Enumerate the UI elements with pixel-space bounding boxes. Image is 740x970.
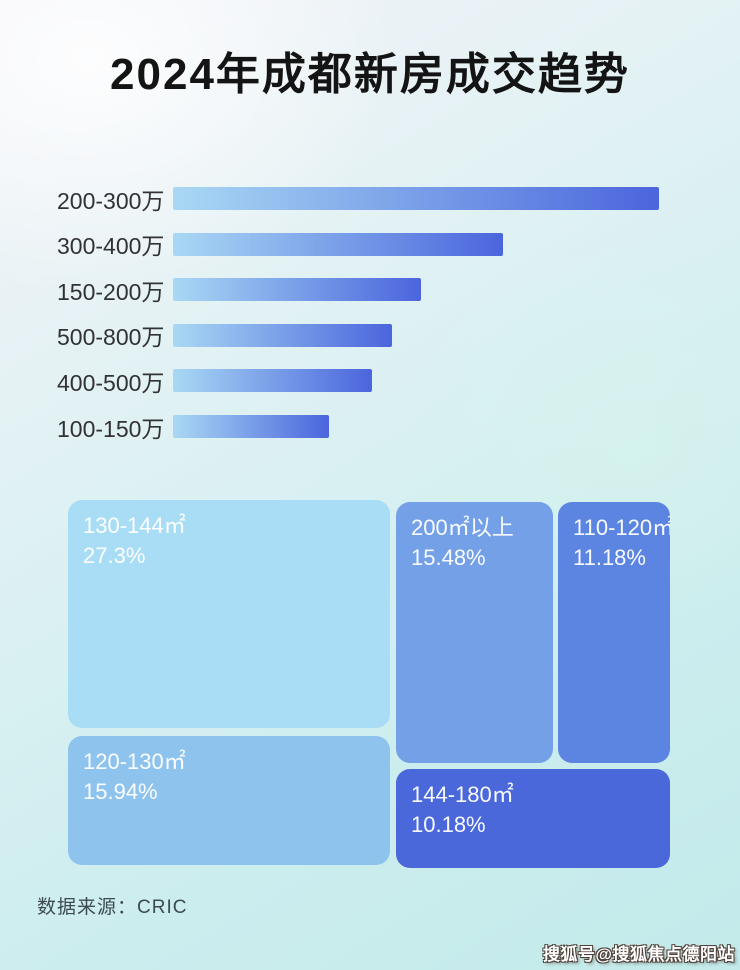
treemap-tile: 110-120㎡ 11.18% (558, 502, 670, 763)
bar-row: 500-800万 (0, 323, 740, 350)
treemap-tile-value: 10.18% (411, 812, 486, 837)
bar-category-label: 150-200万 (57, 278, 165, 305)
bar-category-label: 400-500万 (57, 369, 165, 396)
watermark-text: 搜狐号@搜狐焦点德阳站 (542, 945, 735, 964)
bar (173, 278, 421, 302)
bar-row: 200-300万 (0, 187, 740, 214)
treemap-tile-label: 144-180㎡ (411, 782, 514, 807)
price-band-bar-chart: 200-300万 300-400万 150-200万 500-800万 400-500万… (0, 0, 740, 460)
treemap-tile: 144-180㎡ 10.18% (396, 769, 670, 868)
treemap-tile: 200㎡以上 15.48% (396, 502, 553, 763)
treemap-tile: 120-130㎡ 15.94% (68, 736, 390, 865)
bar-row: 300-400万 (0, 232, 740, 259)
bar-row: 150-200万 (0, 278, 740, 305)
treemap-tile-label: 110-120㎡ (573, 515, 670, 540)
treemap-tile-value: 11.18% (573, 545, 646, 570)
bar (173, 323, 392, 347)
bar-row: 400-500万 (0, 369, 740, 396)
treemap-tile-value: 15.48% (411, 545, 486, 570)
bar-category-label: 500-800万 (57, 324, 165, 351)
page-title: 2024年成都新房成交趋势 (110, 50, 630, 99)
treemap-tile: 130-144㎡ 27.3% (68, 500, 390, 728)
bar (173, 415, 329, 438)
treemap-tile-label: 120-130㎡ (83, 749, 186, 774)
bar (173, 232, 503, 256)
treemap-tile-label: 130-144㎡ (83, 513, 186, 538)
bar-category-label: 300-400万 (57, 233, 165, 260)
bar (173, 369, 372, 393)
treemap-tile-value: 27.3% (83, 543, 146, 568)
bar (173, 187, 659, 210)
treemap-tile-label: 200㎡以上 (411, 515, 514, 540)
bar-row: 100-150万 (0, 415, 740, 442)
data-source-label: 数据来源：CRIC (37, 897, 188, 918)
treemap-tile-value: 15.94% (83, 779, 158, 804)
bar-category-label: 100-150万 (57, 415, 165, 442)
bar-category-label: 200-300万 (57, 187, 165, 214)
